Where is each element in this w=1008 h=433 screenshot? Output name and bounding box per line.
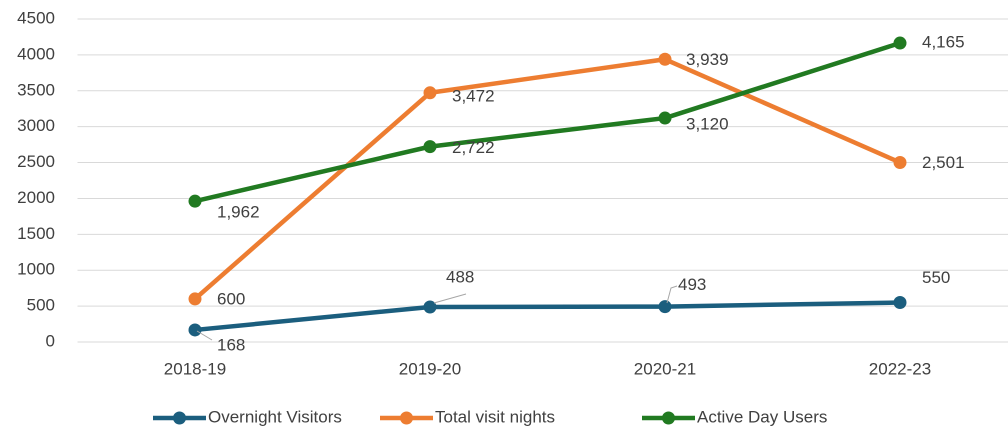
data-point bbox=[423, 140, 437, 154]
series-line bbox=[194, 300, 901, 333]
data-label: 493 bbox=[678, 275, 706, 294]
data-point bbox=[423, 86, 437, 100]
legend-label: Active Day Users bbox=[697, 407, 827, 426]
data-point bbox=[188, 194, 202, 208]
x-tick-label: 2019-20 bbox=[399, 359, 461, 378]
legend-marker bbox=[400, 411, 413, 425]
y-tick-label: 3000 bbox=[17, 116, 55, 135]
y-tick-label: 0 bbox=[46, 331, 55, 350]
data-label: 3,120 bbox=[686, 115, 729, 134]
leader-line bbox=[666, 285, 678, 304]
data-label: 2,501 bbox=[922, 153, 965, 172]
data-label: 550 bbox=[922, 268, 950, 287]
y-tick-label: 3500 bbox=[17, 80, 55, 99]
data-point bbox=[188, 292, 202, 306]
data-label: 488 bbox=[446, 267, 474, 286]
y-tick-label: 2000 bbox=[17, 188, 55, 207]
data-point bbox=[658, 300, 672, 314]
data-point bbox=[658, 111, 672, 125]
data-label: 3,939 bbox=[686, 50, 729, 69]
data-label: 600 bbox=[217, 289, 245, 308]
leader-line bbox=[433, 293, 467, 304]
data-label: 1,962 bbox=[217, 203, 260, 222]
x-tick-label: 2018-19 bbox=[164, 359, 226, 378]
data-label: 2,722 bbox=[452, 138, 495, 157]
data-point bbox=[893, 36, 907, 50]
x-tick-label: 2022-23 bbox=[869, 359, 931, 378]
series-line bbox=[194, 40, 901, 204]
data-label: 168 bbox=[217, 335, 245, 354]
data-label: 4,165 bbox=[922, 33, 965, 52]
x-tick-label: 2020-21 bbox=[634, 359, 696, 378]
y-tick-label: 4000 bbox=[17, 44, 55, 63]
legend-marker bbox=[662, 411, 675, 425]
y-tick-label: 1500 bbox=[17, 224, 55, 243]
data-point bbox=[893, 296, 907, 310]
y-tick-label: 2500 bbox=[17, 152, 55, 171]
legend-label: Overnight Visitors bbox=[208, 407, 342, 426]
legend-marker bbox=[173, 411, 186, 425]
leader-line bbox=[196, 330, 213, 341]
data-label: 3,472 bbox=[452, 86, 495, 105]
data-point bbox=[423, 300, 437, 314]
y-tick-label: 4500 bbox=[17, 8, 55, 27]
y-tick-label: 500 bbox=[27, 296, 55, 315]
series-line bbox=[193, 57, 901, 301]
data-point bbox=[893, 155, 907, 169]
legend-label: Total visit nights bbox=[435, 407, 555, 426]
data-point bbox=[658, 52, 672, 66]
y-tick-label: 1000 bbox=[17, 260, 55, 279]
data-point bbox=[188, 323, 202, 337]
